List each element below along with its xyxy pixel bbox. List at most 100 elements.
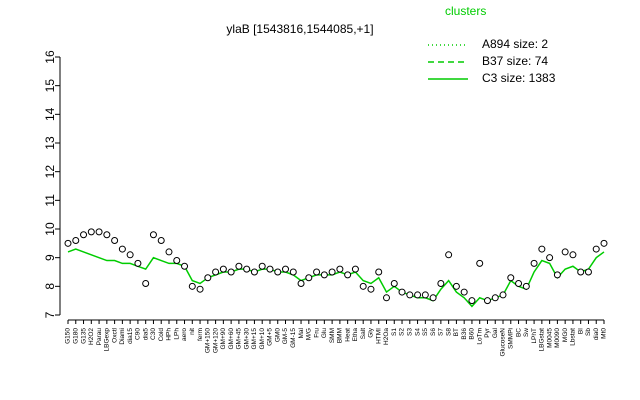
data-point — [142, 279, 150, 287]
x-tick-label: LoTm — [476, 328, 483, 345]
x-tick-label: GM+60 — [228, 328, 235, 350]
data-point — [445, 251, 453, 259]
data-point — [367, 285, 375, 293]
data-point — [398, 288, 406, 296]
x-tick-label: GM-15 — [290, 328, 297, 348]
data-point — [103, 231, 111, 239]
y-tick-label: 7 — [43, 311, 57, 318]
data-point — [219, 265, 227, 273]
x-tick-label: Diami — [119, 328, 126, 345]
x-tick-label: M/G — [306, 328, 313, 340]
x-tick-label: Gly — [368, 327, 375, 338]
x-tick-label: GM+15 — [251, 328, 258, 350]
data-point — [72, 236, 80, 244]
data-point — [95, 228, 103, 236]
x-tick-label: GM+90 — [220, 328, 227, 350]
x-tick-label: HPh — [166, 328, 173, 341]
data-point — [243, 265, 251, 273]
x-tick-label: Mt0 — [601, 328, 608, 339]
x-tick-label: GM-5 — [282, 328, 289, 345]
data-point — [476, 259, 484, 267]
data-point — [173, 257, 181, 265]
legend-title: clusters — [445, 4, 486, 18]
x-tick-label: M0045 — [546, 328, 553, 348]
x-tick-label: S6 — [430, 328, 437, 336]
data-point — [515, 279, 523, 287]
x-tick-label: S5 — [422, 328, 429, 336]
x-tick-label: G135 — [80, 328, 87, 344]
cluster-line — [67, 248, 605, 308]
x-tick-label: BT — [453, 328, 460, 336]
data-point — [538, 245, 546, 253]
data-point — [344, 271, 352, 279]
x-tick-label: LPh — [173, 328, 180, 340]
data-point — [600, 239, 608, 247]
x-tick-label: SMM — [329, 328, 336, 343]
x-tick-label: MG0 — [562, 328, 569, 342]
x-tick-label: nit — [189, 328, 196, 335]
x-tick-label: G180 — [72, 328, 79, 344]
data-point — [561, 248, 569, 256]
data-point — [569, 251, 577, 259]
x-tick-label: S3 — [407, 328, 414, 336]
x-tick-label: GlucoseN — [500, 328, 507, 357]
x-tick-label: H2O2 — [88, 328, 95, 345]
x-tick-label: LPhT — [531, 328, 538, 344]
data-point — [227, 268, 235, 276]
data-point — [437, 279, 445, 287]
x-tick-label: BI — [577, 328, 584, 334]
x-tick-label: GM+45 — [236, 328, 243, 350]
x-tick-label: ferm — [197, 328, 204, 341]
x-tick-label: Salt — [360, 328, 367, 339]
y-tick-label: 10 — [43, 222, 57, 236]
data-point — [522, 282, 530, 290]
data-point — [483, 297, 491, 305]
data-point — [289, 268, 297, 276]
x-tick-label: SMMPi — [508, 328, 515, 349]
data-point — [313, 268, 321, 276]
data-point — [111, 236, 119, 244]
x-tick-label: Sw — [523, 328, 530, 337]
data-point — [530, 259, 538, 267]
x-tick-label: dia15 — [127, 328, 134, 344]
data-point — [491, 294, 499, 302]
x-tick-label: B60 — [469, 328, 476, 340]
data-point — [546, 254, 554, 262]
x-tick-label: C90 — [135, 328, 142, 340]
y-tick-label: 13 — [43, 136, 57, 150]
x-tick-label: GM+150 — [205, 328, 212, 353]
x-tick-label: dia5 — [142, 328, 149, 341]
data-point — [351, 265, 359, 273]
y-tick-label: 9 — [43, 254, 57, 261]
data-point — [320, 271, 328, 279]
data-point — [212, 268, 220, 276]
data-point — [188, 282, 196, 290]
x-tick-label: dia0 — [593, 328, 600, 341]
data-point — [87, 228, 95, 236]
x-tick-label: GM+5 — [267, 328, 274, 346]
data-point — [235, 262, 243, 270]
data-point — [282, 265, 290, 273]
data-point — [499, 291, 507, 299]
data-point — [452, 282, 460, 290]
x-tick-label: S2 — [399, 328, 406, 336]
y-tick-label: 15 — [43, 79, 57, 93]
x-tick-label: GM+30 — [243, 328, 250, 350]
data-point — [375, 268, 383, 276]
x-tick-label: B36 — [461, 328, 468, 340]
data-point — [126, 251, 134, 259]
data-point — [204, 274, 212, 282]
data-point — [297, 279, 305, 287]
data-point — [149, 231, 157, 239]
x-tick-label: GM+120 — [212, 328, 219, 353]
x-tick-label: Fru — [313, 328, 320, 338]
data-point — [577, 268, 585, 276]
data-point — [64, 239, 72, 247]
y-tick-label: 8 — [43, 283, 57, 290]
x-tick-label: BC — [515, 328, 522, 337]
x-tick-label: Glu — [321, 328, 328, 339]
data-point — [196, 285, 204, 293]
data-point — [507, 274, 515, 282]
x-tick-label: G150 — [65, 328, 72, 344]
